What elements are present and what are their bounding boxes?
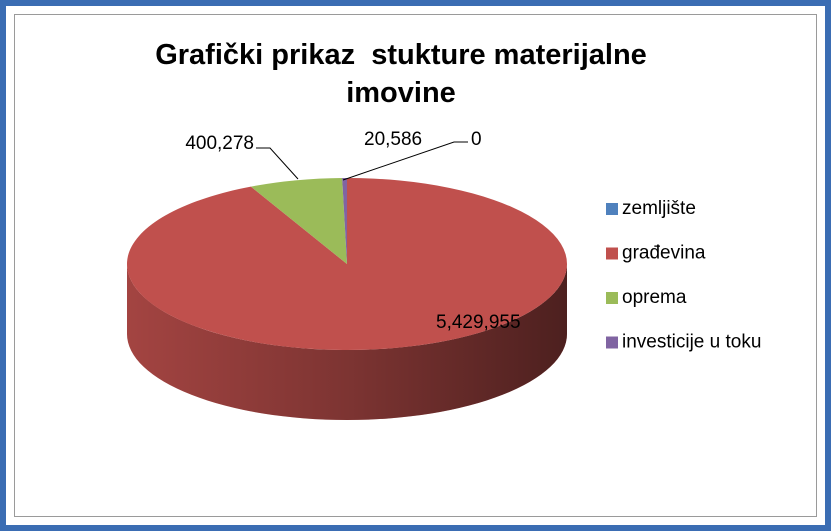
legend-swatch (606, 292, 618, 304)
data-label: 20,586 (364, 129, 422, 150)
legend-label: zemljište (622, 198, 696, 219)
data-label: 5,429,955 (436, 312, 521, 333)
legend-label: građevina (622, 243, 706, 264)
slice (127, 178, 568, 350)
legend-label: investicije u toku (622, 332, 761, 353)
legend-label: oprema (622, 287, 687, 308)
slice (342, 178, 347, 264)
chart-area (14, 14, 817, 517)
slice-side-shade (127, 264, 567, 420)
legend-swatch (606, 336, 618, 349)
leader-line (342, 141, 468, 181)
legend-swatch (606, 203, 618, 215)
chart-title: Grafički prikaz stukture materijalne imo… (155, 39, 655, 109)
data-label: 400,278 (185, 133, 254, 154)
legend-swatch (606, 247, 618, 260)
chart: 0 5,429,955 400,278 20,586 zemljište građevin… (127, 129, 761, 420)
data-label: 0 (471, 129, 482, 150)
leader-line (256, 147, 299, 180)
slice (250, 178, 347, 264)
